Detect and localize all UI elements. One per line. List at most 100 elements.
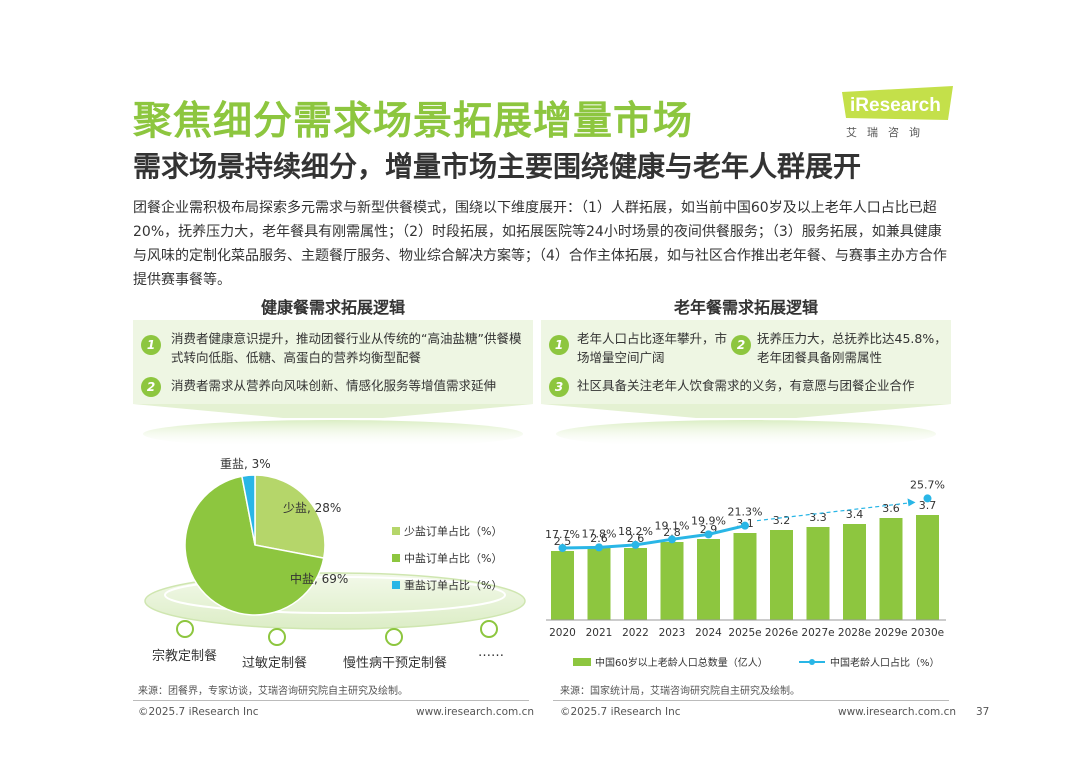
bar-label-2022: 2.6 [627,532,645,545]
x-tick-2030e: 2030e [911,627,944,639]
line-point-2020 [558,544,567,552]
scenario-religious: 宗教定制餐 [152,649,218,664]
right-funnel-glow [541,404,951,444]
bar-label-2029e: 3.6 [882,502,900,515]
left-logic-box: 1 消费者健康意识提升，推动团餐行业从传统的“高油盐糖”供餐模式转向低脂、低糖、… [133,320,533,404]
left-item-1-text: 消费者健康意识提升，推动团餐行业从传统的“高油盐糖”供餐模式转向低脂、低糖、高蛋… [171,331,522,365]
line-ratio-trend-arrow [756,501,914,522]
bar-label-2026e: 3.2 [773,514,791,527]
scenario-dot-3 [385,628,403,646]
bar-2022 [624,548,647,620]
x-tick-2024: 2024 [695,627,722,639]
page-subtitle: 需求场景持续细分，增量市场主要围绕健康与老年人群展开 [133,150,862,183]
legend-line-dot [809,659,815,665]
left-funnel-glow [133,404,533,444]
x-tick-2027e: 2027e [801,627,834,639]
bar-label-2023: 2.8 [663,526,681,539]
legend-bar-label: 中国60岁以上老龄人口总数量（亿人） [595,656,768,669]
bar-2029e [879,518,903,620]
x-tick-2023: 2023 [659,627,686,639]
x-tick-2020: 2020 [549,627,576,639]
line-label-2022: 18.2% [618,525,653,538]
scenario-allergy: 过敏定制餐 [242,656,308,671]
trend-arrowhead [907,498,916,507]
footer-site-left[interactable]: www.iresearch.com.cn [416,706,535,718]
line-label-2021: 17.8% [582,527,617,540]
pie-label-medium: 中盐, 69% [290,572,349,586]
x-tick-2025e: 2025e [728,627,761,639]
right-item-2-text: 抚养压力大，总抚养比达45.8%，老年团餐具备刚需属性 [757,331,947,365]
line-ratio-solid [562,524,746,550]
left-item-2-text: 消费者需求从营养向风味创新、情感化服务等增值需求延伸 [171,378,497,393]
page-number: 37 [976,706,990,718]
line-point-2022 [631,540,640,549]
page-title: 聚焦细分需求场景拓展增量市场 [133,99,694,144]
bar-label-2027e: 3.3 [809,511,827,524]
x-tick-2021: 2021 [586,627,613,639]
bar-2025e [733,533,757,620]
bar-2027e [806,527,830,620]
bar-label-2030e: 3.7 [919,499,937,512]
x-tick-2022: 2022 [622,627,649,639]
legend-bar-swatch [573,658,591,666]
line-point-2024 [704,530,713,539]
pie-slice-low [254,474,326,559]
pie-label-heavy: 重盐, 3% [220,457,271,471]
iresearch-logo: iResearch [840,84,955,140]
right-item-3-num: 3 [549,376,569,397]
bar-label-2021: 2.6 [590,532,608,545]
left-heading: 健康餐需求拓展逻辑 [260,298,405,317]
logo-cn: 艾瑞咨询 [846,126,930,139]
x-tick-2029e: 2029e [874,627,907,639]
line-label-2020: 17.7% [545,528,580,541]
intro-paragraph: 团餐企业需积极布局探索多元需求与新型供餐模式，围绕以下维度展开：（1）人群拓展，… [133,200,947,288]
pie-label-low: 少盐, 28% [283,501,342,515]
left-item-2-num: 2 [141,376,161,397]
line-point-2021 [595,543,603,552]
scenario-dot-4 [480,620,498,638]
line-point-2023 [668,535,676,544]
legend-line-label: 中国老龄人口占比（%） [830,656,940,669]
legend-medium: 中盐订单占比（%） [392,544,502,571]
left-item-1-num: 1 [141,334,161,355]
line-point-2030e [923,494,932,503]
bar-label-2020: 2.5 [554,535,572,548]
right-item-1-num: 1 [549,334,569,355]
footer-site-right[interactable]: www.iresearch.com.cn [838,706,957,718]
bar-2024 [697,539,720,620]
bar-2028e [843,524,866,620]
footer-rule-left [133,700,529,701]
right-item-2-num: 2 [731,334,751,355]
pie-slice-medium [184,475,325,616]
left-source: 来源：团餐界，专家访谈，艾瑞咨询研究院自主研究及绘制。 [138,686,408,697]
bar-2023 [660,542,684,620]
scenario-dot-1 [176,620,194,638]
line-label-2030e: 25.7% [910,478,945,491]
legend-low: 少盐订单占比（%） [392,517,502,544]
right-source: 来源：国家统计局，艾瑞咨询研究院自主研究及绘制。 [560,686,800,697]
bar-2026e [770,530,793,620]
footer-copyright-right: ©2025.7 iResearch Inc [560,706,681,718]
line-label-2024: 19.9% [691,514,726,527]
elderly-population-chart: 2.520202.620212.620222.820232.920243.120… [545,478,946,669]
svg-text:iResearch: iResearch [850,95,941,116]
line-label-2023: 19.1% [655,519,690,532]
legend-heavy: 重盐订单占比（%） [392,571,502,598]
pie-legend: 少盐订单占比（%） 中盐订单占比（%） 重盐订单占比（%） [392,517,502,598]
right-logic-box: 1 老年人口占比逐年攀升，市场增量空间广阔 2 抚养压力大，总抚养比达45.8%… [541,320,951,404]
salt-pie-chart [184,474,326,616]
scenario-more: …… [478,645,504,660]
footer-rule-right [553,700,949,701]
x-tick-2028e: 2028e [838,627,871,639]
bar-2020 [551,551,574,620]
bar-2030e [916,515,939,620]
line-label-2025e: 21.3% [728,506,763,519]
bar-2021 [587,548,611,620]
line-point-2025e [741,521,749,530]
right-item-1-text: 老年人口占比逐年攀升，市场增量空间广阔 [577,331,728,365]
bar-label-2028e: 3.4 [846,508,864,521]
x-tick-2026e: 2026e [765,627,798,639]
pie-slice-heavy [241,474,256,546]
scenario-dot-2 [268,628,286,646]
scenario-chronic: 慢性病干预定制餐 [343,656,448,671]
